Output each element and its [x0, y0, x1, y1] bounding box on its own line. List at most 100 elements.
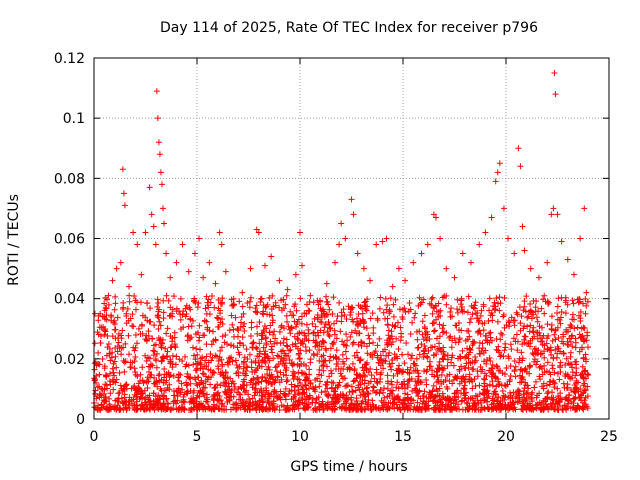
noise-point	[295, 369, 302, 376]
noise-point	[252, 398, 259, 405]
noise-point	[481, 404, 488, 411]
noise-point	[362, 303, 369, 310]
noise-point	[267, 338, 274, 345]
noise-point	[354, 321, 361, 328]
data-point	[505, 235, 512, 242]
noise-point	[368, 406, 375, 413]
noise-point	[261, 358, 268, 365]
noise-point	[311, 352, 318, 359]
noise-point	[395, 366, 402, 373]
noise-point	[195, 337, 202, 344]
noise-point	[112, 344, 119, 351]
noise-point	[121, 359, 128, 366]
noise-point	[399, 397, 406, 404]
noise-point	[388, 366, 395, 373]
noise-point	[289, 312, 296, 319]
noise-point	[467, 315, 474, 322]
noise-point	[112, 293, 119, 300]
noise-point	[269, 380, 276, 387]
noise-point	[196, 322, 203, 329]
x-tick-label: 15	[394, 429, 412, 445]
data-point	[354, 250, 361, 257]
noise-point	[271, 328, 278, 335]
noise-point	[241, 320, 248, 327]
noise-point	[286, 347, 293, 354]
noise-point	[322, 381, 329, 388]
noise-point	[564, 301, 571, 308]
noise-point	[180, 324, 187, 331]
noise-point	[101, 307, 108, 314]
noise-point	[409, 387, 416, 394]
noise-point	[340, 392, 347, 399]
noise-point	[159, 357, 166, 364]
noise-point	[523, 293, 530, 300]
noise-point	[266, 294, 273, 301]
noise-point	[316, 346, 323, 353]
noise-point	[348, 400, 355, 407]
noise-point	[156, 318, 163, 325]
data-points	[93, 70, 590, 386]
noise-point	[493, 346, 500, 353]
data-point	[494, 169, 501, 176]
noise-point	[131, 391, 138, 398]
noise-point	[115, 330, 122, 337]
noise-point	[380, 309, 387, 316]
noise-point	[502, 344, 509, 351]
noise-point	[290, 361, 297, 368]
noise-point	[355, 330, 362, 337]
noise-point	[230, 295, 237, 302]
noise-point	[488, 364, 495, 371]
noise-point	[381, 394, 388, 401]
noise-point	[206, 311, 213, 318]
noise-point	[252, 305, 259, 312]
noise-point	[561, 384, 568, 391]
noise-point	[105, 301, 112, 308]
noise-point	[155, 314, 162, 321]
noise-point	[333, 335, 340, 342]
noise-point	[162, 345, 169, 352]
noise-point	[190, 361, 197, 368]
noise-point	[258, 336, 265, 343]
noise-point	[324, 378, 331, 385]
noise-point	[443, 301, 450, 308]
noise-point	[292, 391, 299, 398]
noise-point	[332, 384, 339, 391]
noise-point	[340, 306, 347, 313]
data-point	[120, 190, 127, 197]
noise-point	[290, 376, 297, 383]
noise-point	[437, 399, 444, 406]
noise-point	[142, 336, 149, 343]
noise-point	[219, 316, 226, 323]
y-tick-label: 0.04	[54, 292, 85, 308]
data-point	[338, 220, 345, 227]
noise-point	[516, 304, 523, 311]
noise-point	[291, 318, 298, 325]
noise-point	[260, 398, 267, 405]
noise-point	[277, 396, 284, 403]
noise-point	[212, 336, 219, 343]
noise-point	[380, 365, 387, 372]
data-point	[158, 181, 165, 188]
noise-point	[395, 385, 402, 392]
noise-point	[486, 330, 493, 337]
noise-point	[557, 396, 564, 403]
noise-point	[531, 384, 538, 391]
noise-point	[496, 294, 503, 301]
noise-point	[483, 372, 490, 379]
noise-point	[259, 332, 266, 339]
noise-point	[347, 333, 354, 340]
data-point	[348, 196, 355, 203]
noise-point	[524, 389, 531, 396]
y-tick-label: 0.1	[63, 111, 85, 127]
noise-point	[194, 351, 201, 358]
noise-point	[544, 390, 551, 397]
noise-point	[128, 400, 135, 407]
noise-point	[459, 347, 466, 354]
noise-point	[464, 400, 471, 407]
noise-point	[112, 379, 119, 386]
noise-point	[109, 365, 116, 372]
data-point	[552, 91, 559, 98]
noise-point	[360, 371, 367, 378]
noise-point	[222, 389, 229, 396]
noise-point	[237, 396, 244, 403]
